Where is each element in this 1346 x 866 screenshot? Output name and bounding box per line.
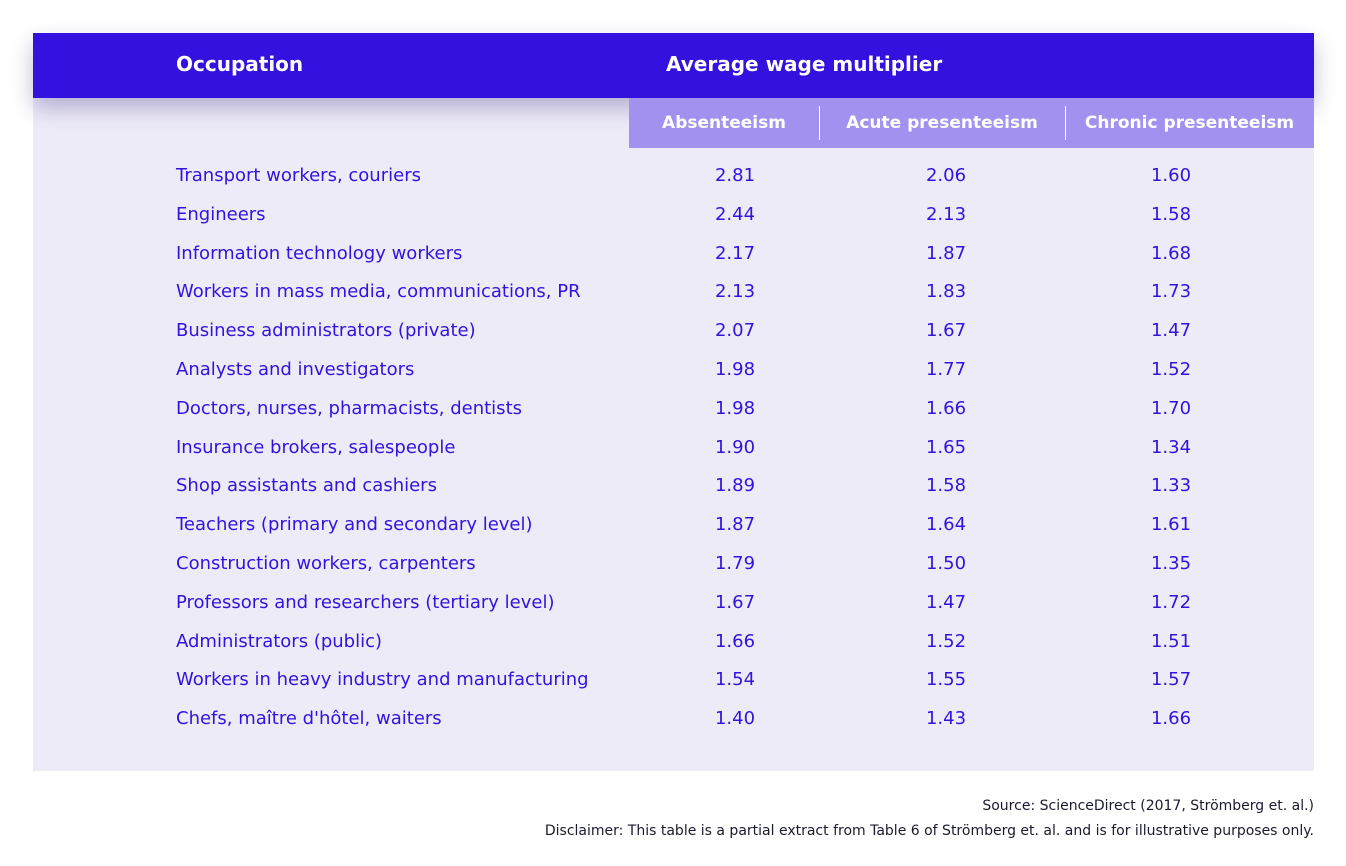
- occupation-cell: Analysts and investigators: [176, 358, 415, 380]
- table-row: Administrators (public) 1.66 1.52 1.51: [33, 623, 1314, 662]
- occupation-cell: Professors and researchers (tertiary lev…: [176, 591, 555, 613]
- table-row: Workers in mass media, communications, P…: [33, 273, 1314, 312]
- occupation-cell: Doctors, nurses, pharmacists, dentists: [176, 397, 522, 419]
- chronic-presenteeism-cell: 1.33: [1150, 475, 1192, 497]
- occupation-cell: Teachers (primary and secondary level): [176, 514, 533, 536]
- acute-presenteeism-cell: 1.64: [925, 514, 967, 536]
- acute-presenteeism-cell: 1.47: [925, 591, 967, 613]
- absenteeism-cell: 1.90: [714, 436, 756, 458]
- occupation-cell: Workers in mass media, communications, P…: [176, 281, 581, 303]
- table-header-bar: Occupation Average wage multiplier: [33, 33, 1314, 98]
- source-note: Source: ScienceDirect (2017, Strömberg e…: [982, 798, 1314, 814]
- table-row: Professors and researchers (tertiary lev…: [33, 584, 1314, 623]
- chronic-presenteeism-cell: 1.51: [1150, 630, 1192, 652]
- wage-multiplier-table: Occupation Average wage multiplier Absen…: [33, 33, 1314, 771]
- column-divider: [819, 106, 820, 140]
- disclaimer-note: Disclaimer: This table is a partial extr…: [544, 823, 1314, 839]
- occupation-cell: Business administrators (private): [176, 320, 476, 342]
- occupation-cell: Shop assistants and cashiers: [176, 475, 437, 497]
- absenteeism-cell: 2.44: [714, 203, 756, 225]
- average-wage-multiplier-header: Average wage multiplier: [666, 52, 943, 76]
- occupation-cell: Information technology workers: [176, 242, 463, 264]
- chronic-presenteeism-cell: 1.35: [1150, 552, 1192, 574]
- chronic-presenteeism-cell: 1.68: [1150, 242, 1192, 264]
- absenteeism-cell: 1.66: [714, 630, 756, 652]
- table-row: Transport workers, couriers 2.81 2.06 1.60: [33, 157, 1314, 196]
- absenteeism-cell: 1.89: [714, 475, 756, 497]
- sub-header-bar: Absenteeism Acute presenteeism Chronic p…: [629, 98, 1314, 148]
- absenteeism-cell: 2.07: [714, 320, 756, 342]
- table-row: Teachers (primary and secondary level) 1.…: [33, 506, 1314, 545]
- absenteeism-cell: 1.79: [714, 552, 756, 574]
- table-row: Analysts and investigators 1.98 1.77 1.52: [33, 351, 1314, 390]
- table-row: Business administrators (private) 2.07 1.6…: [33, 312, 1314, 351]
- table-row: Information technology workers 2.17 1.87 1.…: [33, 235, 1314, 274]
- occupation-cell: Chefs, maître d'hôtel, waiters: [176, 708, 442, 730]
- absenteeism-cell: 1.87: [714, 514, 756, 536]
- acute-presenteeism-cell: 2.13: [925, 203, 967, 225]
- column-header-chronic-presenteeism: Chronic presenteeism: [1084, 113, 1295, 133]
- column-header-acute-presenteeism: Acute presenteeism: [846, 113, 1038, 133]
- chronic-presenteeism-cell: 1.60: [1150, 165, 1192, 186]
- table-row: Construction workers, carpenters 1.79 1.50…: [33, 545, 1314, 584]
- table-row: Chefs, maître d'hôtel, waiters 1.40 1.43 1.…: [33, 700, 1314, 739]
- chronic-presenteeism-cell: 1.47: [1150, 320, 1192, 342]
- acute-presenteeism-cell: 1.50: [925, 552, 967, 574]
- table-row: Doctors, nurses, pharmacists, dentists 1.…: [33, 390, 1314, 429]
- occupation-cell: Construction workers, carpenters: [176, 552, 476, 574]
- chronic-presenteeism-cell: 1.58: [1150, 203, 1192, 225]
- absenteeism-cell: 1.98: [714, 397, 756, 419]
- chronic-presenteeism-cell: 1.34: [1150, 436, 1192, 458]
- occupation-cell: Administrators (public): [176, 630, 383, 652]
- chronic-presenteeism-cell: 1.66: [1150, 708, 1192, 730]
- acute-presenteeism-cell: 1.77: [925, 358, 967, 380]
- acute-presenteeism-cell: 1.87: [925, 242, 967, 264]
- table-row: Shop assistants and cashiers 1.89 1.58 1.33: [33, 467, 1314, 506]
- table-row: Insurance brokers, salespeople 1.90 1.65 1.…: [33, 429, 1314, 468]
- chronic-presenteeism-cell: 1.70: [1150, 397, 1192, 419]
- acute-presenteeism-cell: 1.65: [925, 436, 967, 458]
- chronic-presenteeism-cell: 1.72: [1150, 591, 1192, 613]
- absenteeism-cell: 1.98: [714, 358, 756, 380]
- chronic-presenteeism-cell: 1.73: [1150, 281, 1192, 303]
- acute-presenteeism-cell: 1.52: [925, 630, 967, 652]
- absenteeism-cell: 2.81: [714, 165, 756, 186]
- occupation-cell: Transport workers, couriers: [176, 165, 421, 186]
- column-divider: [1065, 106, 1066, 140]
- acute-presenteeism-cell: 1.55: [925, 669, 967, 691]
- acute-presenteeism-cell: 1.66: [925, 397, 967, 419]
- absenteeism-cell: 1.67: [714, 591, 756, 613]
- table-body: Transport workers, couriers 2.81 2.06 1.60 E…: [33, 157, 1314, 739]
- acute-presenteeism-cell: 1.83: [925, 281, 967, 303]
- absenteeism-cell: 2.13: [714, 281, 756, 303]
- table-row: Engineers 2.44 2.13 1.58: [33, 196, 1314, 235]
- absenteeism-cell: 1.40: [714, 708, 756, 730]
- chronic-presenteeism-cell: 1.57: [1150, 669, 1192, 691]
- column-header-absenteeism: Absenteeism: [662, 113, 786, 133]
- occupation-cell: Insurance brokers, salespeople: [176, 436, 456, 458]
- acute-presenteeism-cell: 1.58: [925, 475, 967, 497]
- chronic-presenteeism-cell: 1.52: [1150, 358, 1192, 380]
- table-row: Workers in heavy industry and manufactur…: [33, 661, 1314, 700]
- absenteeism-cell: 1.54: [714, 669, 756, 691]
- acute-presenteeism-cell: 1.67: [925, 320, 967, 342]
- chronic-presenteeism-cell: 1.61: [1150, 514, 1192, 536]
- absenteeism-cell: 2.17: [714, 242, 756, 264]
- acute-presenteeism-cell: 1.43: [925, 708, 967, 730]
- acute-presenteeism-cell: 2.06: [925, 165, 967, 186]
- occupation-cell: Workers in heavy industry and manufactur…: [176, 669, 589, 691]
- occupation-header: Occupation: [176, 52, 304, 76]
- occupation-cell: Engineers: [176, 203, 266, 225]
